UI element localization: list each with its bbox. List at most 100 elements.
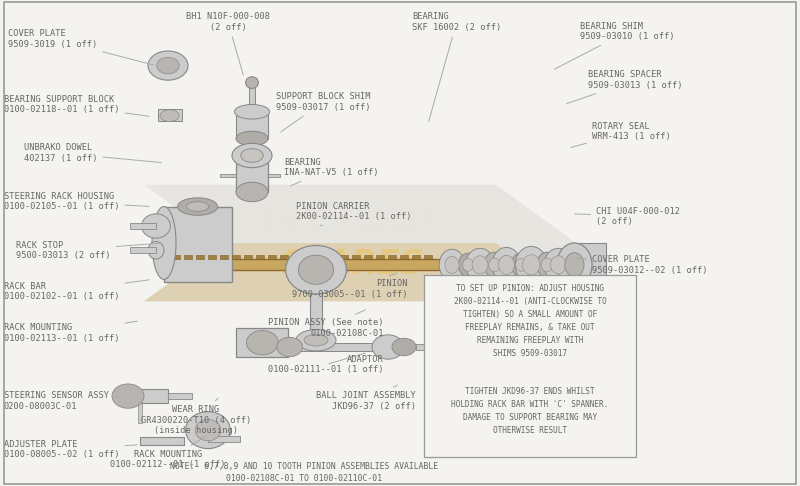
- Text: WEAR RING
GR4300220-T10 (4 off)
(inside housing): WEAR RING GR4300220-T10 (4 off) (inside …: [141, 398, 251, 435]
- Ellipse shape: [522, 255, 540, 275]
- Ellipse shape: [557, 243, 592, 287]
- Ellipse shape: [298, 255, 334, 284]
- Ellipse shape: [544, 248, 573, 281]
- Ellipse shape: [550, 256, 566, 274]
- Ellipse shape: [148, 242, 164, 259]
- Ellipse shape: [392, 338, 416, 356]
- Text: BALL JOINT ASSEMBLY
JKD96-37 (2 off): BALL JOINT ASSEMBLY JKD96-37 (2 off): [316, 385, 416, 411]
- Bar: [138, 403, 142, 423]
- Bar: [232, 255, 240, 259]
- Ellipse shape: [148, 51, 188, 80]
- Ellipse shape: [515, 246, 547, 283]
- Bar: [158, 109, 182, 122]
- Bar: [416, 344, 440, 350]
- Text: CHI U04F-000-012
(2 off): CHI U04F-000-012 (2 off): [574, 207, 680, 226]
- Ellipse shape: [537, 252, 558, 278]
- Bar: [244, 255, 252, 259]
- Ellipse shape: [152, 207, 176, 279]
- Ellipse shape: [372, 335, 404, 359]
- Bar: [328, 255, 336, 259]
- Bar: [268, 174, 280, 177]
- Text: PIT LANE: PIT LANE: [261, 209, 443, 243]
- Text: UNBRAKO DOWEL
402137 (1 off): UNBRAKO DOWEL 402137 (1 off): [24, 143, 162, 163]
- Ellipse shape: [515, 259, 526, 271]
- Text: COVER PLATE
9509-03012--02 (1 off): COVER PLATE 9509-03012--02 (1 off): [574, 255, 707, 275]
- Text: STEERING RACK HOUSING
0100-02105--01 (1 off): STEERING RACK HOUSING 0100-02105--01 (1 …: [4, 192, 150, 211]
- Polygon shape: [144, 243, 576, 301]
- Ellipse shape: [195, 419, 221, 441]
- Ellipse shape: [462, 259, 474, 271]
- Bar: [412, 255, 420, 259]
- Text: ADJUSTER PLATE
0100-08005--02 (1 off): ADJUSTER PLATE 0100-08005--02 (1 off): [4, 440, 138, 459]
- Ellipse shape: [296, 330, 336, 351]
- Ellipse shape: [511, 253, 530, 277]
- Ellipse shape: [445, 256, 459, 274]
- Bar: [424, 255, 432, 259]
- Ellipse shape: [241, 149, 263, 162]
- Text: TIGHTEN JKD96-37 ENDS WHILST
HOLDING RACK BAR WITH 'C' SPANNER.
DAMAGE TO SUPPOR: TIGHTEN JKD96-37 ENDS WHILST HOLDING RAC…: [451, 387, 609, 434]
- Bar: [220, 255, 228, 259]
- Text: SUPPORT BLOCK SHIM
9509-03017 (1 off): SUPPORT BLOCK SHIM 9509-03017 (1 off): [276, 92, 370, 132]
- Bar: [168, 393, 192, 399]
- Ellipse shape: [112, 384, 144, 408]
- Bar: [388, 255, 396, 259]
- Text: ROTARY SEAL
WRM-413 (1 off): ROTARY SEAL WRM-413 (1 off): [570, 122, 670, 148]
- Bar: [164, 207, 232, 282]
- Ellipse shape: [489, 258, 500, 272]
- Text: BEARING SUPPORT BLOCK
0100-02118--01 (1 off): BEARING SUPPORT BLOCK 0100-02118--01 (1 …: [4, 95, 150, 116]
- Ellipse shape: [542, 258, 553, 272]
- Ellipse shape: [277, 337, 302, 357]
- Text: SPARES: SPARES: [280, 248, 424, 281]
- Bar: [208, 255, 216, 259]
- Ellipse shape: [492, 247, 521, 282]
- Text: PINION ASSY (See note)
0100-02108C-01: PINION ASSY (See note) 0100-02108C-01: [269, 310, 384, 338]
- Text: STEERING SENSOR ASSY
0200-08003C-01: STEERING SENSOR ASSY 0200-08003C-01: [4, 391, 122, 411]
- Bar: [304, 255, 312, 259]
- Ellipse shape: [439, 249, 465, 280]
- Ellipse shape: [186, 202, 209, 211]
- Ellipse shape: [472, 256, 488, 274]
- Bar: [140, 437, 184, 445]
- Text: BEARING
SKF 16002 (2 off): BEARING SKF 16002 (2 off): [412, 12, 502, 121]
- Bar: [256, 255, 264, 259]
- Text: RACK BAR
0100-02102--01 (1 off): RACK BAR 0100-02102--01 (1 off): [4, 280, 150, 301]
- Ellipse shape: [236, 131, 268, 146]
- Text: BEARING SHIM
9509-03010 (1 off): BEARING SHIM 9509-03010 (1 off): [554, 22, 674, 69]
- Ellipse shape: [234, 104, 270, 119]
- Bar: [316, 255, 324, 259]
- Bar: [184, 255, 192, 259]
- Bar: [220, 174, 236, 177]
- Ellipse shape: [157, 57, 179, 74]
- Text: RACK STOP
9500-03013 (2 off): RACK STOP 9500-03013 (2 off): [16, 241, 162, 260]
- Bar: [130, 223, 156, 229]
- FancyBboxPatch shape: [424, 275, 636, 457]
- Text: BEARING SPACER
9509-03013 (1 off): BEARING SPACER 9509-03013 (1 off): [566, 70, 682, 104]
- Text: BEARING
INA-NAT-V5 (1 off): BEARING INA-NAT-V5 (1 off): [284, 158, 378, 186]
- Ellipse shape: [498, 255, 514, 275]
- Text: PINION CARRIER
2K00-02114--01 (1 off): PINION CARRIER 2K00-02114--01 (1 off): [296, 202, 411, 226]
- Bar: [236, 328, 288, 357]
- Ellipse shape: [142, 214, 170, 238]
- Bar: [130, 247, 156, 253]
- Bar: [310, 270, 322, 340]
- Ellipse shape: [484, 252, 505, 278]
- Bar: [292, 255, 300, 259]
- Text: RACK MOUNTING
0100-02113--01 (1 off): RACK MOUNTING 0100-02113--01 (1 off): [4, 321, 138, 343]
- Text: TO SET UP PINION: ADJUST HOUSING
2K00-02114--01 (ANTI-CLOCKWISE TO
TIGHTEN) SO A: TO SET UP PINION: ADJUST HOUSING 2K00-02…: [454, 284, 606, 358]
- Bar: [168, 259, 456, 270]
- Bar: [280, 255, 288, 259]
- Ellipse shape: [304, 334, 328, 346]
- Bar: [364, 255, 372, 259]
- Ellipse shape: [286, 245, 346, 294]
- Ellipse shape: [160, 110, 179, 122]
- Bar: [236, 112, 268, 139]
- Ellipse shape: [236, 182, 268, 202]
- Polygon shape: [144, 185, 576, 301]
- Ellipse shape: [466, 248, 494, 281]
- Ellipse shape: [186, 412, 230, 449]
- Text: RACK MOUNTING
0100-02112--01 (1 off): RACK MOUNTING 0100-02112--01 (1 off): [110, 436, 226, 469]
- Bar: [208, 436, 240, 442]
- Text: NOTE:  6,7,8,9 AND 10 TOOTH PINION ASSEMBLIES AVAILABLE
0100-02108C-01 TO 0100-0: NOTE: 6,7,8,9 AND 10 TOOTH PINION ASSEMB…: [170, 462, 438, 483]
- Bar: [172, 255, 180, 259]
- Ellipse shape: [565, 253, 584, 277]
